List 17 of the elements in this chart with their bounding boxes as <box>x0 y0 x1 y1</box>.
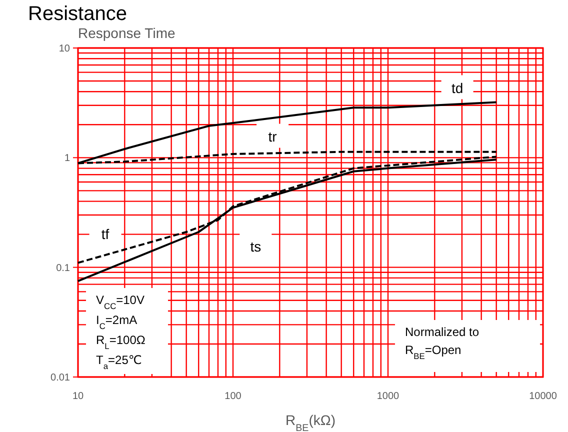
x-tick-label: 10000 <box>529 391 558 402</box>
x-tick-label: 100 <box>224 391 242 402</box>
y-tick-label: 0.1 <box>56 262 70 274</box>
text: ts <box>250 238 262 254</box>
y-axis-title: Response Time <box>78 25 176 41</box>
x-axis-title: R$_{BE}$(kΩ) <box>286 412 336 432</box>
series-label: td <box>451 80 464 96</box>
x-tick-label: 1000 <box>376 391 400 402</box>
series-label: tf <box>101 226 110 242</box>
y-tick-label: 10 <box>58 44 70 54</box>
annotation: Normalized to R$_{BE}$=Open <box>405 325 480 361</box>
y-tick-label: 0.01 <box>50 372 70 384</box>
series-label: tr <box>268 128 278 145</box>
x-tick-label: 10 <box>72 391 84 402</box>
text: V$_{CC}$=10V I$_{C}$=2mA R$_{L}$=100Ω T$_{a}$=25℃ <box>96 293 146 371</box>
chart-title: Resistance <box>28 3 127 25</box>
y-tick-label: 1 <box>64 153 70 164</box>
